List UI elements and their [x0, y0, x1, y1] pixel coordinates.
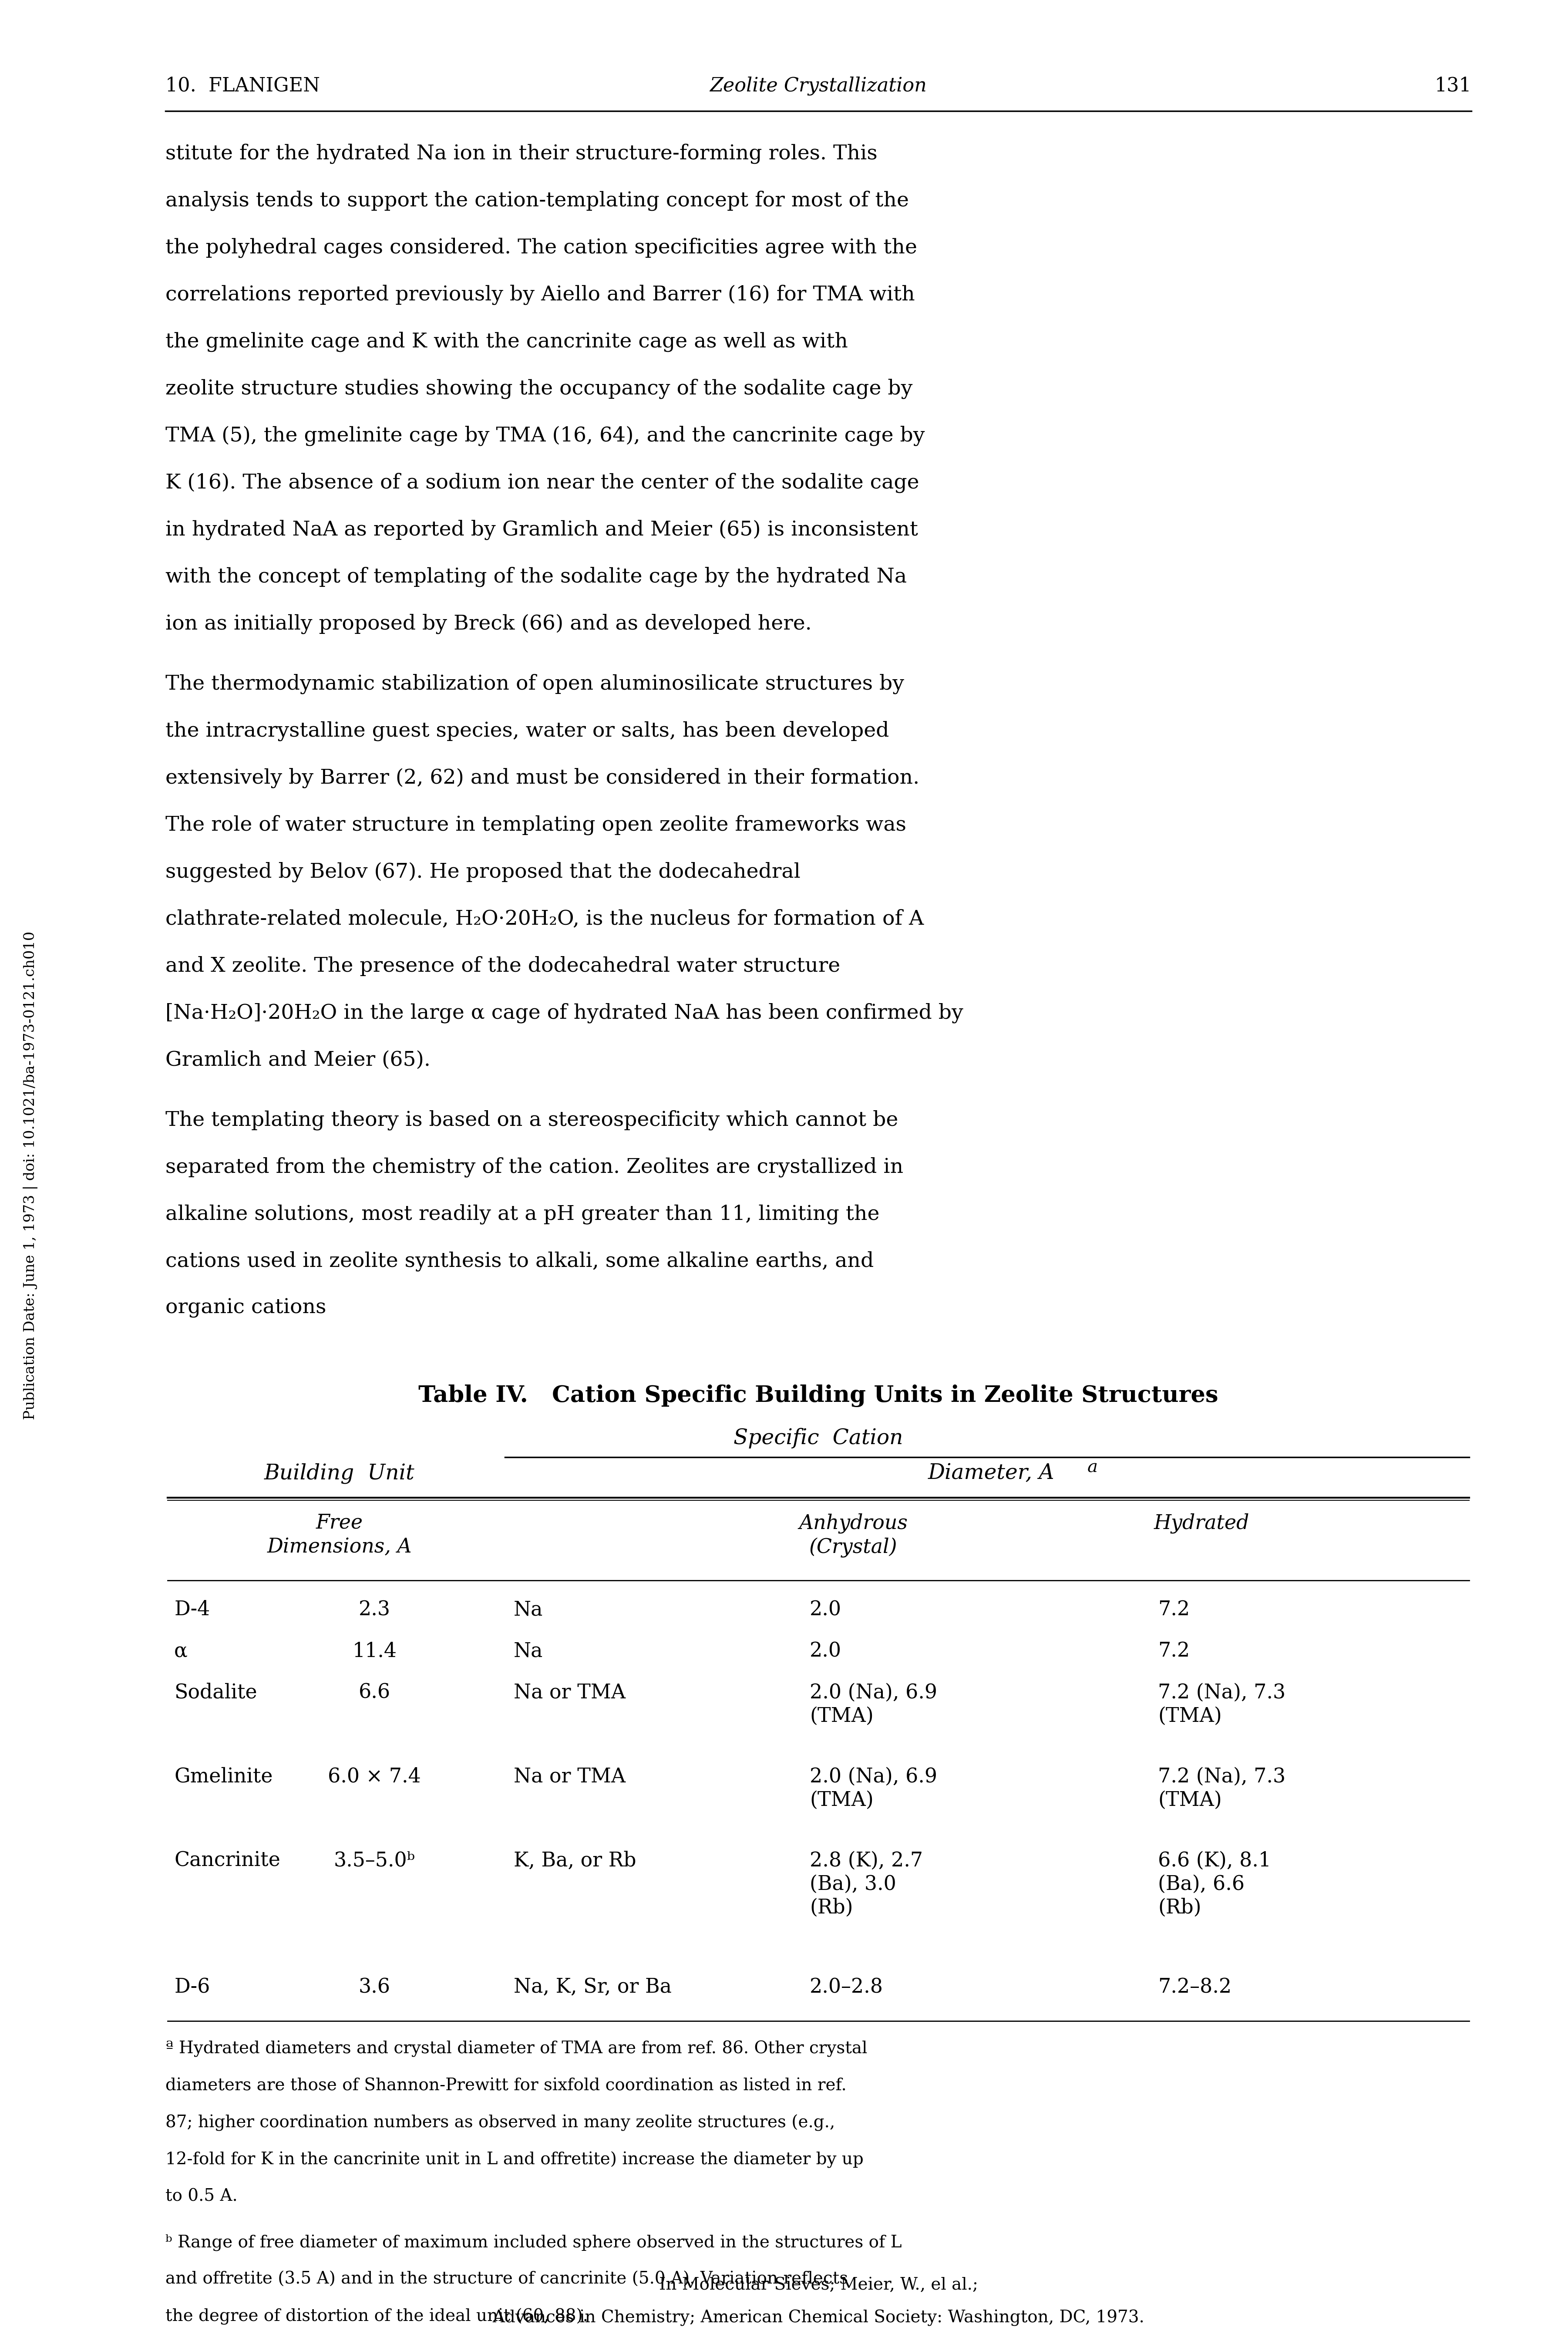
Text: 3.6: 3.6	[359, 1977, 390, 1996]
Text: In Molecular Sieves; Meier, W., el al.;: In Molecular Sieves; Meier, W., el al.;	[659, 2278, 978, 2292]
Text: [Na·H₂O]·20H₂O in the large α cage of hydrated NaA has been confirmed by: [Na·H₂O]·20H₂O in the large α cage of hy…	[165, 1004, 963, 1023]
Text: 10.  FLANIGEN: 10. FLANIGEN	[165, 75, 320, 94]
Text: 2.8 (K), 2.7
(Ba), 3.0
(Rb): 2.8 (K), 2.7 (Ba), 3.0 (Rb)	[809, 1850, 924, 1918]
Text: Publication Date: June 1, 1973 | doi: 10.1021/ba-1973-0121.ch010: Publication Date: June 1, 1973 | doi: 10…	[24, 931, 38, 1420]
Text: correlations reported previously by Aiello and Barrer (16) for TMA with: correlations reported previously by Aiel…	[165, 284, 914, 306]
Text: The templating theory is based on a stereospecificity which cannot be: The templating theory is based on a ster…	[165, 1110, 898, 1131]
Text: ª Hydrated diameters and crystal diameter of TMA are from ref. 86. Other crystal: ª Hydrated diameters and crystal diamete…	[165, 2041, 867, 2057]
Text: Gramlich and Meier (65).: Gramlich and Meier (65).	[165, 1051, 431, 1070]
Text: Na: Na	[514, 1601, 543, 1620]
Text: Hydrated: Hydrated	[1154, 1514, 1250, 1533]
Text: Na or TMA: Na or TMA	[514, 1766, 626, 1787]
Text: α: α	[174, 1641, 188, 1662]
Text: 7.2–8.2: 7.2–8.2	[1157, 1977, 1231, 1996]
Text: 2.0–2.8: 2.0–2.8	[809, 1977, 883, 1996]
Text: Anhydrous
(Crystal): Anhydrous (Crystal)	[798, 1514, 908, 1559]
Text: 2.0: 2.0	[809, 1641, 842, 1662]
Text: 7.2 (Na), 7.3
(TMA): 7.2 (Na), 7.3 (TMA)	[1157, 1766, 1286, 1810]
Text: 2.0 (Na), 6.9
(TMA): 2.0 (Na), 6.9 (TMA)	[809, 1766, 938, 1810]
Text: Free
Dimensions, A: Free Dimensions, A	[267, 1514, 412, 1556]
Text: Specific  Cation: Specific Cation	[734, 1427, 903, 1448]
Text: separated from the chemistry of the cation. Zeolites are crystallized in: separated from the chemistry of the cati…	[165, 1157, 903, 1178]
Text: Zeolite Crystallization: Zeolite Crystallization	[710, 75, 927, 94]
Text: 11.4: 11.4	[353, 1641, 397, 1662]
Text: 6.6 (K), 8.1
(Ba), 6.6
(Rb): 6.6 (K), 8.1 (Ba), 6.6 (Rb)	[1157, 1850, 1272, 1918]
Text: diameters are those of Shannon-Prewitt for sixfold coordination as listed in ref: diameters are those of Shannon-Prewitt f…	[165, 2078, 847, 2095]
Text: the gmelinite cage and K with the cancrinite cage as well as with: the gmelinite cage and K with the cancri…	[165, 331, 848, 353]
Text: 2.0 (Na), 6.9
(TMA): 2.0 (Na), 6.9 (TMA)	[809, 1683, 938, 1726]
Text: TMA (5), the gmelinite cage by TMA (16, 64), and the cancrinite cage by: TMA (5), the gmelinite cage by TMA (16, …	[165, 426, 925, 447]
Text: organic cations: organic cations	[165, 1298, 326, 1319]
Text: to 0.5 A.: to 0.5 A.	[165, 2189, 238, 2205]
Text: 6.0 × 7.4: 6.0 × 7.4	[328, 1766, 420, 1787]
Text: and offretite (3.5 A) and in the structure of cancrinite (5.0 A). Variation refl: and offretite (3.5 A) and in the structu…	[165, 2271, 848, 2288]
Text: Cancrinite: Cancrinite	[174, 1850, 281, 1871]
Text: 3.5–5.0ᵇ: 3.5–5.0ᵇ	[334, 1850, 416, 1871]
Text: in hydrated NaA as reported by Gramlich and Meier (65) is inconsistent: in hydrated NaA as reported by Gramlich …	[165, 520, 917, 541]
Text: 87; higher coordination numbers as observed in many zeolite structures (e.g.,: 87; higher coordination numbers as obser…	[165, 2114, 836, 2132]
Text: Na, K, Sr, or Ba: Na, K, Sr, or Ba	[514, 1977, 671, 1996]
Text: with the concept of templating of the sodalite cage by the hydrated Na: with the concept of templating of the so…	[165, 567, 906, 588]
Text: the degree of distortion of the ideal unit (60, 88).: the degree of distortion of the ideal un…	[165, 2309, 588, 2325]
Text: D-6: D-6	[174, 1977, 210, 1996]
Text: suggested by Belov (67). He proposed that the dodecahedral: suggested by Belov (67). He proposed tha…	[165, 863, 800, 882]
Text: 7.2: 7.2	[1157, 1601, 1190, 1620]
Text: Sodalite: Sodalite	[174, 1683, 257, 1702]
Text: K, Ba, or Rb: K, Ba, or Rb	[514, 1850, 637, 1871]
Text: Na or TMA: Na or TMA	[514, 1683, 626, 1702]
Text: the polyhedral cages considered. The cation specificities agree with the: the polyhedral cages considered. The cat…	[165, 237, 917, 259]
Text: stitute for the hydrated Na ion in their structure-forming roles. This: stitute for the hydrated Na ion in their…	[165, 143, 878, 165]
Text: 6.6: 6.6	[359, 1683, 390, 1702]
Text: The role of water structure in templating open zeolite frameworks was: The role of water structure in templatin…	[165, 816, 906, 835]
Text: 131: 131	[1435, 75, 1471, 94]
Text: ion as initially proposed by Breck (66) and as developed here.: ion as initially proposed by Breck (66) …	[165, 614, 812, 635]
Text: extensively by Barrer (2, 62) and must be considered in their formation.: extensively by Barrer (2, 62) and must b…	[165, 769, 919, 788]
Text: the intracrystalline guest species, water or salts, has been developed: the intracrystalline guest species, wate…	[165, 722, 889, 741]
Text: alkaline solutions, most readily at a pH greater than 11, limiting the: alkaline solutions, most readily at a pH…	[165, 1204, 880, 1225]
Text: K (16). The absence of a sodium ion near the center of the sodalite cage: K (16). The absence of a sodium ion near…	[165, 473, 919, 494]
Text: 7.2 (Na), 7.3
(TMA): 7.2 (Na), 7.3 (TMA)	[1157, 1683, 1286, 1726]
Text: 12-fold for K in the cancrinite unit in L and offretite) increase the diameter b: 12-fold for K in the cancrinite unit in …	[165, 2151, 864, 2168]
Text: a: a	[1087, 1460, 1098, 1476]
Text: and X zeolite. The presence of the dodecahedral water structure: and X zeolite. The presence of the dodec…	[165, 957, 840, 976]
Text: zeolite structure studies showing the occupancy of the sodalite cage by: zeolite structure studies showing the oc…	[165, 379, 913, 400]
Text: 2.3: 2.3	[359, 1601, 390, 1620]
Text: Na: Na	[514, 1641, 543, 1662]
Text: D-4: D-4	[174, 1601, 210, 1620]
Text: Table IV.   Cation Specific Building Units in Zeolite Structures: Table IV. Cation Specific Building Units…	[419, 1385, 1218, 1408]
Text: The thermodynamic stabilization of open aluminosilicate structures by: The thermodynamic stabilization of open …	[165, 675, 905, 694]
Text: analysis tends to support the cation-templating concept for most of the: analysis tends to support the cation-tem…	[165, 190, 909, 212]
Text: 7.2: 7.2	[1157, 1641, 1190, 1662]
Text: cations used in zeolite synthesis to alkali, some alkaline earths, and: cations used in zeolite synthesis to alk…	[165, 1251, 873, 1272]
Text: Advances in Chemistry; American Chemical Society: Washington, DC, 1973.: Advances in Chemistry; American Chemical…	[492, 2309, 1145, 2325]
Text: Diameter, A: Diameter, A	[928, 1462, 1055, 1483]
Text: 2.0: 2.0	[809, 1601, 842, 1620]
Text: Gmelinite: Gmelinite	[174, 1766, 273, 1787]
Text: ᵇ Range of free diameter of maximum included sphere observed in the structures o: ᵇ Range of free diameter of maximum incl…	[165, 2233, 902, 2252]
Text: clathrate-related molecule, H₂O·20H₂O, is the nucleus for formation of A: clathrate-related molecule, H₂O·20H₂O, i…	[165, 910, 924, 929]
Text: Building  Unit: Building Unit	[265, 1462, 416, 1483]
